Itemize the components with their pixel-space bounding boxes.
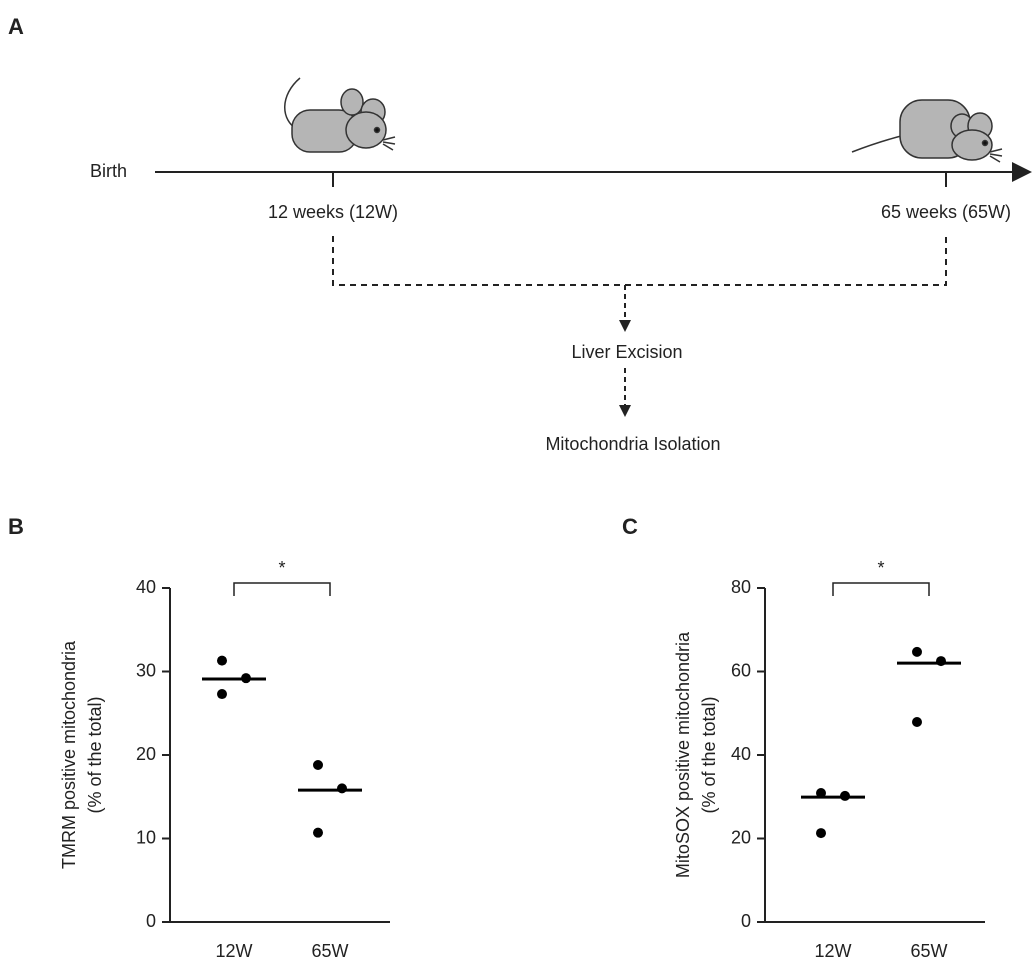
panel-label: C (622, 514, 638, 539)
data-point (313, 827, 323, 838)
y-tick-label: 20 (136, 744, 156, 764)
y-tick-label: 30 (136, 660, 156, 680)
data-point (816, 787, 826, 798)
panel-label: B (8, 514, 24, 539)
y-axis-label: TMRM positive mitochondria (59, 640, 79, 869)
y-tick-label: 80 (731, 577, 751, 597)
data-point (313, 760, 323, 771)
panel-label: A (8, 14, 24, 39)
data-point (912, 646, 922, 657)
step: Liver Excision (571, 342, 682, 362)
data-point (337, 783, 347, 794)
significance-label: * (278, 558, 285, 578)
y-tick-label: 0 (146, 911, 156, 931)
y-tick-label: 0 (741, 911, 751, 931)
data-point (217, 655, 227, 666)
significance-label: * (877, 558, 884, 578)
y-axis-label: MitoSOX positive mitochondria (673, 631, 693, 878)
mouse-icon (851, 99, 1003, 163)
step: Mitochondria Isolation (545, 434, 720, 454)
x-tick-label: 65W (910, 941, 947, 961)
timepoint: 65 weeks (65W) (881, 202, 1011, 222)
data-point (816, 828, 826, 839)
x-tick-label: 12W (814, 941, 851, 961)
significance-bracket (233, 582, 331, 596)
x-tick-label: 65W (311, 941, 348, 961)
x-tick-label: 12W (215, 941, 252, 961)
y-axis-label: (% of the total) (85, 696, 105, 813)
connector (332, 236, 947, 286)
data-point (912, 717, 922, 728)
y-tick-label: 40 (136, 577, 156, 597)
significance-bracket (832, 582, 930, 596)
y-tick-label: 10 (136, 827, 156, 847)
y-tick-label: 20 (731, 827, 751, 847)
timepoint: 12 weeks (12W) (268, 202, 398, 222)
data-point (217, 689, 227, 700)
y-axis-label: (% of the total) (699, 696, 719, 813)
y-tick-label: 60 (731, 660, 751, 680)
mouse-icon (284, 77, 396, 153)
timeline-start: Birth (90, 161, 127, 181)
y-tick-label: 40 (731, 744, 751, 764)
